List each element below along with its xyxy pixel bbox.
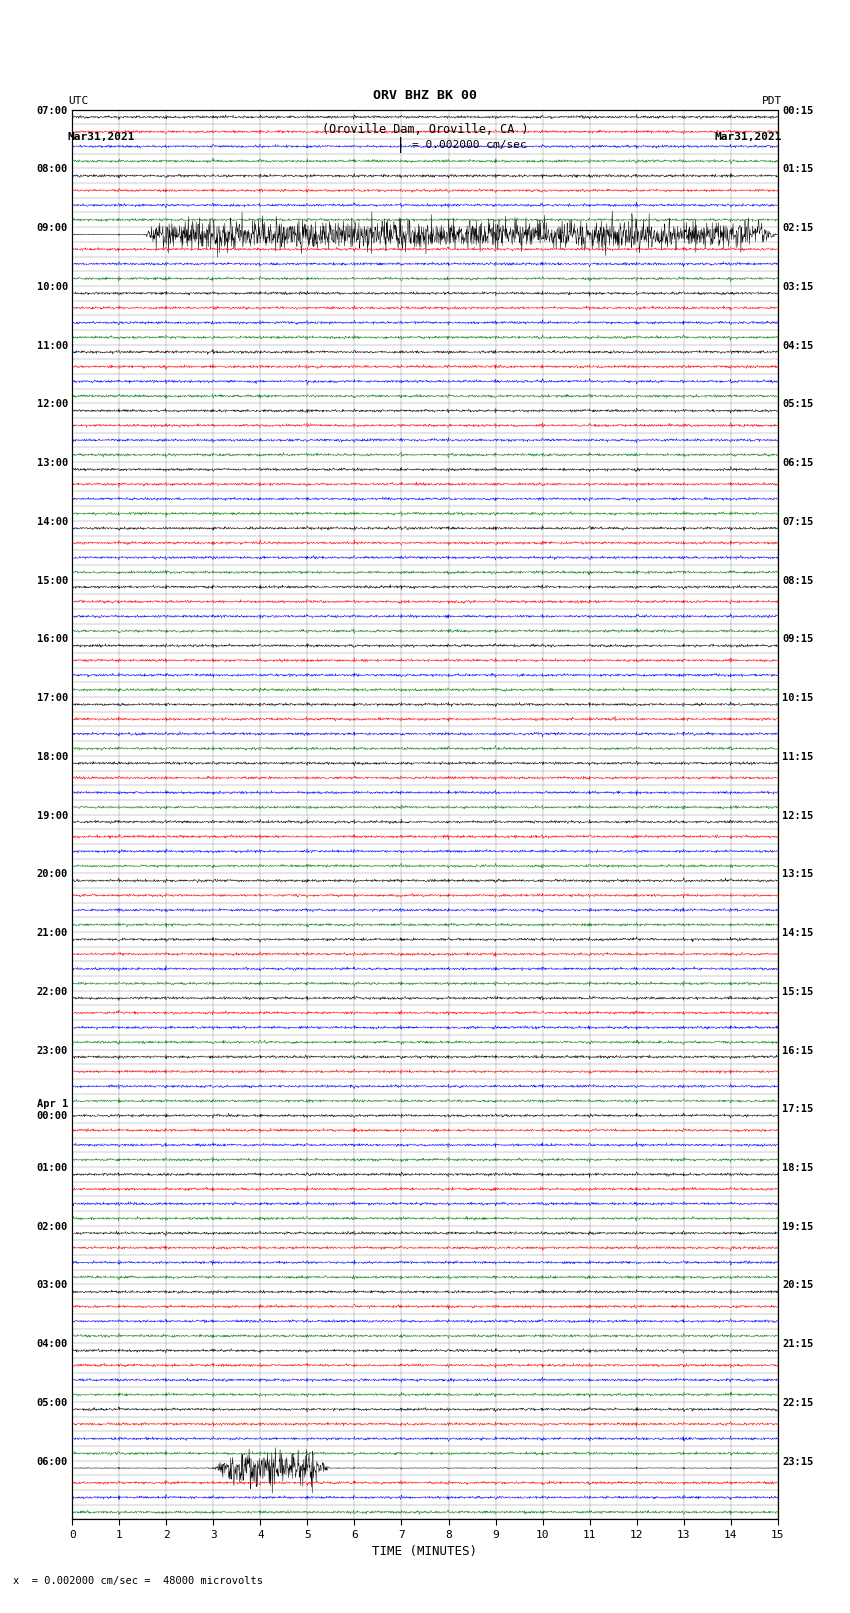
Text: (Oroville Dam, Oroville, CA ): (Oroville Dam, Oroville, CA ): [321, 123, 529, 135]
Text: Mar31,2021: Mar31,2021: [68, 132, 135, 142]
Text: |: |: [396, 137, 405, 153]
Text: ORV BHZ BK 00: ORV BHZ BK 00: [373, 89, 477, 102]
Text: x  = 0.002000 cm/sec =  48000 microvolts: x = 0.002000 cm/sec = 48000 microvolts: [13, 1576, 263, 1586]
Text: Mar31,2021: Mar31,2021: [715, 132, 782, 142]
X-axis label: TIME (MINUTES): TIME (MINUTES): [372, 1545, 478, 1558]
Text: UTC: UTC: [68, 97, 88, 106]
Text: PDT: PDT: [762, 97, 782, 106]
Text: = 0.002000 cm/sec: = 0.002000 cm/sec: [412, 140, 527, 150]
